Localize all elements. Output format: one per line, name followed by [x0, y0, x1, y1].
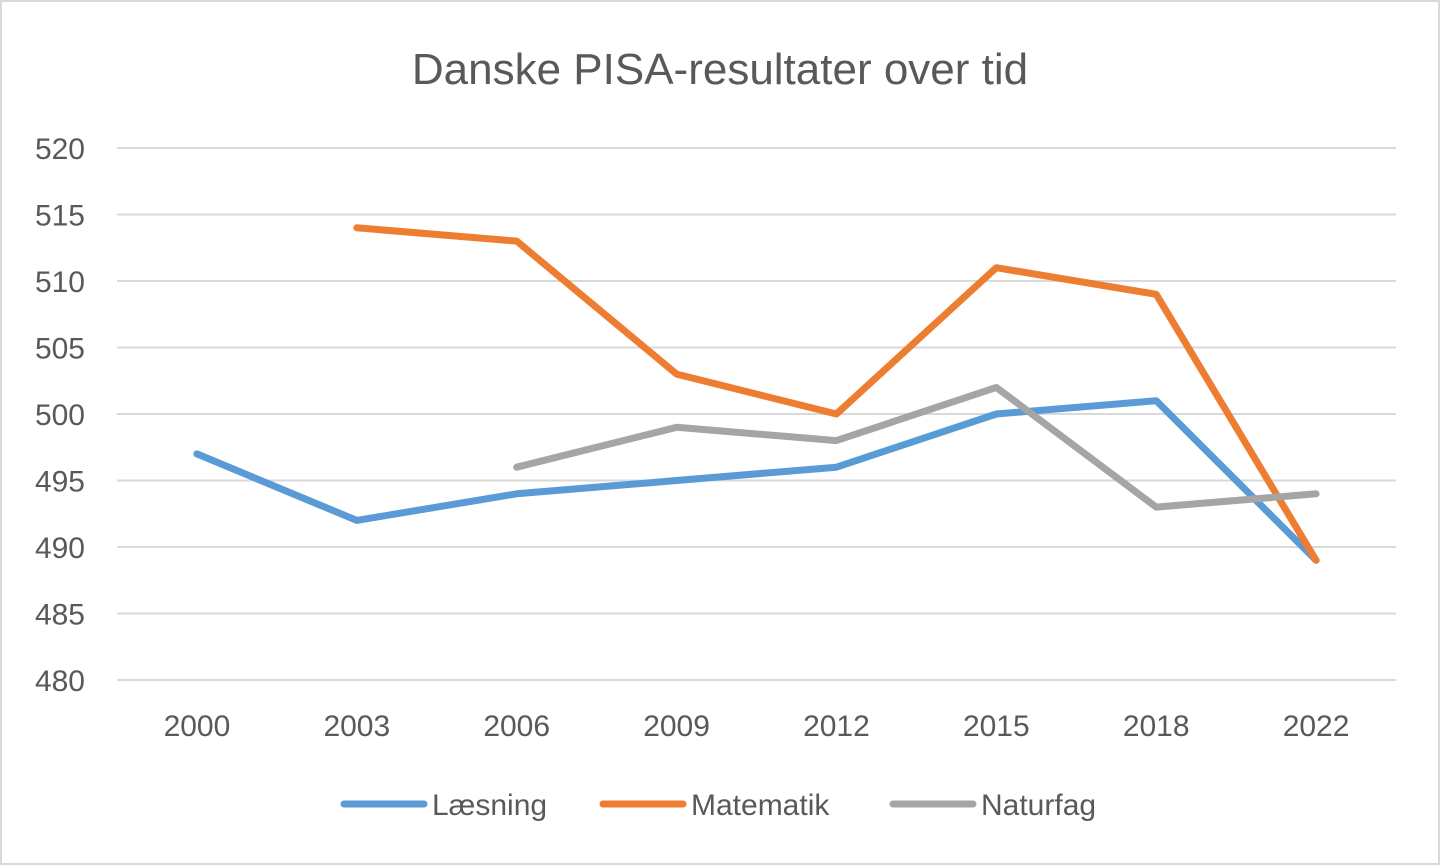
x-tick-label: 2012 [803, 710, 870, 743]
x-tick-label: 2015 [963, 710, 1030, 743]
legend-label: Læsning [432, 789, 547, 822]
x-tick-label: 2000 [164, 710, 231, 743]
y-tick-label: 515 [35, 200, 85, 233]
y-tick-label: 520 [35, 133, 85, 166]
chart-title: Danske PISA-resultater over tid [412, 45, 1028, 94]
series-line-2 [513, 383, 1320, 511]
y-tick-label: 485 [35, 599, 85, 632]
y-tick-label: 490 [35, 532, 85, 565]
x-tick-label: 2018 [1123, 710, 1190, 743]
x-tick-label: 2003 [323, 710, 390, 743]
legend-label: Matematik [691, 789, 830, 822]
y-axis-ticks: 480 485 490 495 500 505 510 515 520 [35, 133, 85, 698]
series-line-1 [353, 224, 1320, 564]
gridlines [117, 147, 1396, 681]
x-tick-label: 2022 [1283, 710, 1350, 743]
legend-label: Naturfag [981, 789, 1096, 822]
y-tick-label: 505 [35, 333, 85, 366]
y-tick-label: 480 [35, 665, 85, 698]
series-line-0 [193, 397, 1320, 564]
x-tick-label: 2009 [643, 710, 710, 743]
x-axis-ticks: 2000 2003 2006 2009 2012 2015 2018 2022 [164, 710, 1350, 743]
series-lines [193, 224, 1320, 564]
legend: Læsning Matematik Naturfag [340, 789, 1096, 822]
y-tick-label: 495 [35, 466, 85, 499]
y-tick-label: 510 [35, 266, 85, 299]
x-tick-label: 2006 [483, 710, 550, 743]
y-tick-label: 500 [35, 399, 85, 432]
